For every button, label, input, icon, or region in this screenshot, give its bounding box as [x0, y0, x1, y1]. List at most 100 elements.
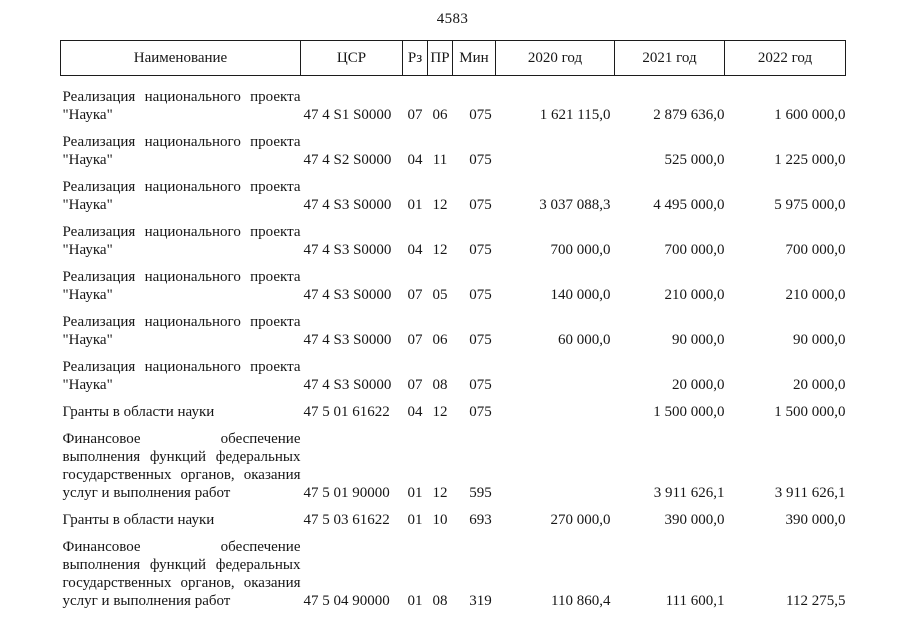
row-name-line: выполнения функций федеральных — [62, 557, 301, 573]
amount-2022: 700 000,0 — [785, 242, 846, 258]
amount-2021: 3 911 626,1 — [653, 485, 725, 501]
amount-2020: 700 000,0 — [550, 242, 611, 258]
min-code: 075 — [469, 404, 492, 420]
amount-2021: 90 000,0 — [672, 332, 725, 348]
row-name-line: "Наука" — [62, 242, 113, 258]
row-name-line: Финансовое обеспечение — [62, 431, 301, 447]
amount-2022: 90 000,0 — [793, 332, 846, 348]
amount-2022: 390 000,0 — [785, 512, 846, 528]
amount-2022: 1 500 000,0 — [774, 404, 846, 420]
row-name-line: Реализация национального проекта — [62, 134, 301, 150]
row-name: Реализация национального проекта "Наука" — [61, 76, 301, 125]
row-name: Реализация национального проекта "Наука" — [61, 304, 301, 349]
csr-code: 47 4 S3 S0000 — [303, 197, 392, 213]
rz-code: 07 — [407, 332, 423, 348]
pr-code: 12 — [432, 404, 448, 420]
table-row: Финансовое обеспечение выполнения функци… — [61, 421, 846, 502]
row-name: Реализация национального проекта "Наука" — [61, 259, 301, 304]
csr-code: 47 4 S3 S0000 — [303, 287, 392, 303]
row-name-line: "Наука" — [62, 197, 113, 213]
rz-code: 01 — [407, 593, 423, 609]
min-code: 075 — [469, 287, 492, 303]
col-header-csr: ЦСР — [300, 40, 403, 76]
rz-code: 01 — [407, 485, 423, 501]
amount-2022: 1 225 000,0 — [774, 152, 846, 168]
amount-2022: 112 275,5 — [786, 593, 846, 609]
row-name: Реализация национального проекта "Наука" — [61, 124, 301, 169]
row-name: Гранты в области науки — [61, 394, 301, 421]
rz-code: 04 — [407, 404, 423, 420]
col-header-pr: ПР — [427, 40, 453, 76]
amount-2021: 2 879 636,0 — [653, 107, 725, 123]
pr-code: 06 — [432, 107, 448, 123]
row-name-line: "Наука" — [62, 152, 113, 168]
table-row: Гранты в области науки 47 5 01 61622 04 … — [61, 394, 846, 421]
min-code: 075 — [469, 107, 492, 123]
row-name-line: услуг и выполнения работ — [62, 593, 231, 609]
row-name-line: "Наука" — [62, 107, 113, 123]
amount-2020: 110 860,4 — [551, 593, 611, 609]
amount-2021: 700 000,0 — [664, 242, 725, 258]
row-name-line: Реализация национального проекта — [62, 314, 301, 330]
row-name-line: Реализация национального проекта — [62, 359, 301, 375]
min-code: 595 — [469, 485, 492, 501]
table-row: Реализация национального проекта "Наука"… — [61, 124, 846, 169]
table-row: Реализация национального проекта "Наука"… — [61, 76, 846, 125]
csr-code: 47 5 04 90000 — [303, 593, 390, 609]
pr-code: 05 — [432, 287, 448, 303]
row-name: Реализация национального проекта "Наука" — [61, 349, 301, 394]
amount-2020 — [496, 124, 615, 169]
row-name: Реализация национального проекта "Наука" — [61, 214, 301, 259]
min-code: 075 — [469, 377, 492, 393]
amount-2022: 5 975 000,0 — [774, 197, 846, 213]
csr-code: 47 5 03 61622 — [303, 512, 390, 528]
pr-code: 12 — [432, 197, 448, 213]
row-name-line: Финансовое обеспечение — [62, 539, 301, 555]
min-code: 693 — [469, 512, 492, 528]
amount-2022: 1 600 000,0 — [774, 107, 846, 123]
amount-2020: 3 037 088,3 — [539, 197, 611, 213]
col-header-rz: Рз — [402, 40, 428, 76]
budget-table: Наименование ЦСР Рз ПР Мин 2020 год 2021… — [60, 40, 846, 610]
row-name-line: государственных органов, оказания — [62, 467, 301, 483]
pr-code: 08 — [432, 377, 448, 393]
amount-2020 — [496, 394, 615, 421]
row-name-line: услуг и выполнения работ — [62, 485, 231, 501]
amount-2021: 111 600,1 — [665, 593, 725, 609]
row-name-line: "Наука" — [62, 377, 113, 393]
row-name-line: Гранты в области науки — [62, 404, 215, 420]
row-name-line: Реализация национального проекта — [62, 224, 301, 240]
csr-code: 47 4 S3 S0000 — [303, 242, 392, 258]
row-name-line: "Наука" — [62, 332, 113, 348]
amount-2021: 20 000,0 — [672, 377, 725, 393]
amount-2020 — [496, 421, 615, 502]
col-header-2022: 2022 год — [724, 40, 846, 76]
row-name: Гранты в области науки — [61, 502, 301, 529]
col-header-2020: 2020 год — [495, 40, 615, 76]
header-row: Наименование ЦСР Рз ПР Мин 2020 год 2021… — [60, 40, 846, 76]
amount-2021: 390 000,0 — [664, 512, 725, 528]
min-code: 075 — [469, 197, 492, 213]
page-number: 4583 — [436, 11, 469, 27]
amount-2020: 60 000,0 — [558, 332, 611, 348]
amount-2021: 525 000,0 — [664, 152, 725, 168]
table-row: Реализация национального проекта "Наука"… — [61, 304, 846, 349]
rz-code: 01 — [407, 512, 423, 528]
amount-2022: 3 911 626,1 — [774, 485, 846, 501]
row-name: Финансовое обеспечение выполнения функци… — [61, 421, 301, 502]
row-name-line: Реализация национального проекта — [62, 89, 301, 105]
table-row: Реализация национального проекта "Наука"… — [61, 349, 846, 394]
csr-code: 47 4 S2 S0000 — [303, 152, 392, 168]
rz-code: 04 — [407, 242, 423, 258]
row-name-line: Реализация национального проекта — [62, 179, 301, 195]
pr-code: 11 — [432, 152, 448, 168]
col-header-min: Мин — [452, 40, 496, 76]
row-name-line: "Наука" — [62, 287, 113, 303]
csr-code: 47 5 01 90000 — [303, 485, 390, 501]
pr-code: 12 — [432, 485, 448, 501]
pr-code: 10 — [432, 512, 448, 528]
rz-code: 04 — [407, 152, 423, 168]
csr-code: 47 4 S3 S0000 — [303, 332, 392, 348]
col-header-2021: 2021 год — [614, 40, 725, 76]
